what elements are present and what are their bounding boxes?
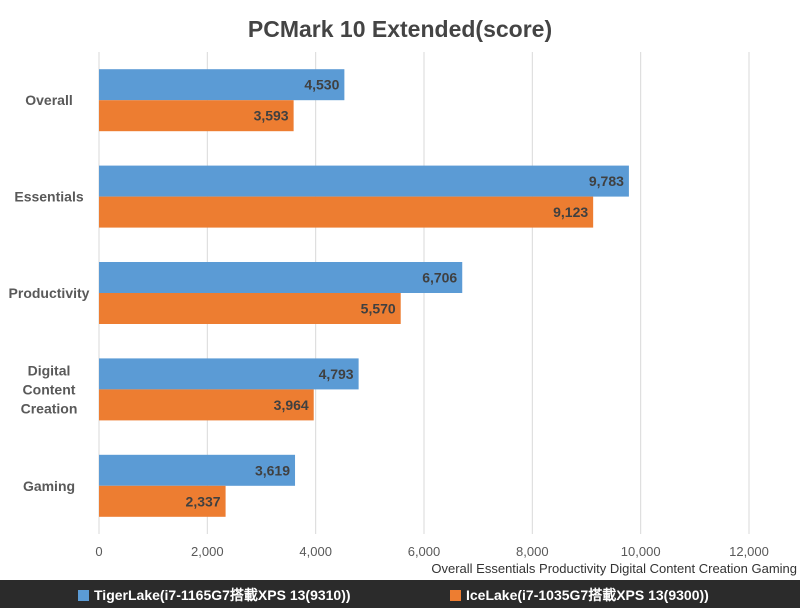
bar (99, 69, 345, 101)
bar (99, 389, 314, 421)
bar (99, 454, 296, 486)
category-label: Essentials (14, 189, 83, 205)
legend-item-icelake: IceLake(i7-1035G7搭載XPS 13(9300)) (450, 585, 709, 605)
x-tick-label: 8,000 (516, 544, 549, 559)
legend: TigerLake(i7-1165G7搭載XPS 13(9310)) IceLa… (0, 580, 800, 608)
legend-label-tigerlake: TigerLake(i7-1165G7搭載XPS 13(9310)) (94, 587, 351, 603)
category-labels: Overall Essentials Productivity Digital Cont… (9, 92, 90, 494)
bar (99, 165, 629, 197)
data-label: 3,593 (254, 108, 289, 124)
category-label: Productivity (9, 285, 90, 301)
bar-chart: PCMark 10 Extended(score) 4,530 3,593 9,78… (9, 16, 797, 576)
legend-swatch-tigerlake (78, 589, 89, 601)
bar (99, 485, 226, 517)
bar (99, 100, 294, 132)
data-label: 5,570 (361, 301, 396, 317)
data-label: 3,964 (274, 397, 309, 413)
chart-title: PCMark 10 Extended(score) (248, 16, 552, 42)
category-label-line: Digital (28, 362, 71, 378)
bar (99, 293, 401, 324)
category-label: Overall (25, 92, 72, 108)
x-tick-label: 2,000 (191, 544, 224, 559)
category-label: Digital Content Creation (21, 362, 78, 416)
x-tick-label: 0 (95, 544, 102, 559)
data-label: 4,793 (319, 366, 354, 382)
x-tick-label: 6,000 (408, 544, 441, 559)
data-label: 9,123 (553, 204, 588, 220)
legend-item-tigerlake: TigerLake(i7-1165G7搭載XPS 13(9310)) (78, 585, 351, 605)
x-tick-label: 12,000 (729, 544, 769, 559)
category-label-line: Creation (21, 400, 78, 416)
x-tick-label: 10,000 (621, 544, 661, 559)
x-axis-caption: Overall Essentials Productivity Digital … (431, 561, 797, 576)
bar (99, 196, 594, 228)
data-label: 3,619 (255, 462, 290, 478)
category-label-line: Essentials (14, 189, 83, 205)
legend-swatch-icelake (450, 589, 461, 601)
data-label: 4,530 (304, 77, 339, 93)
category-label: Gaming (23, 478, 75, 494)
category-label-line: Gaming (23, 478, 75, 494)
category-label-line: Content (23, 381, 76, 397)
data-label: 2,337 (186, 493, 221, 509)
data-label: 9,783 (589, 173, 624, 189)
x-axis-ticks: 0 2,000 4,000 6,000 8,000 10,000 12,000 (95, 544, 769, 559)
category-label-line: Overall (25, 92, 72, 108)
x-tick-label: 4,000 (299, 544, 332, 559)
data-label: 6,706 (422, 270, 457, 286)
bar (99, 358, 359, 390)
category-label-line: Productivity (9, 285, 90, 301)
legend-label-icelake: IceLake(i7-1035G7搭載XPS 13(9300)) (466, 587, 709, 603)
bar (99, 262, 463, 293)
